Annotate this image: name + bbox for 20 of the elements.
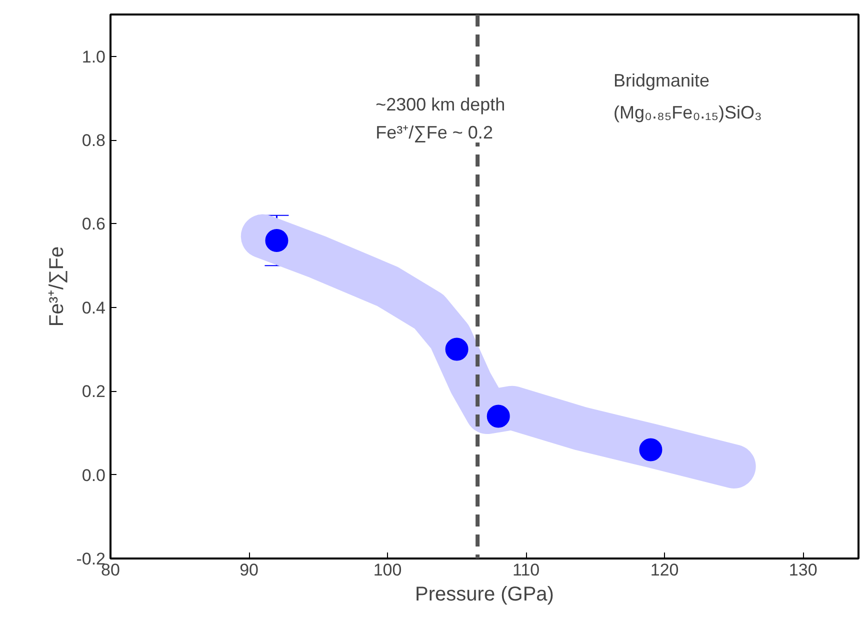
x-tick-label: 90	[240, 560, 258, 580]
y-axis-title: Fe³⁺/∑Fe	[46, 246, 68, 327]
x-tick-label: 110	[512, 560, 540, 580]
ref-line-label: ~2300 km depth Fe³⁺/∑Fe ~ 0.2	[376, 94, 506, 142]
y-tick-label: 0.4	[82, 298, 106, 318]
x-tick-label: 80	[101, 560, 120, 580]
annotation: Bridgmanite (Mg₀.₈₅Fe₀.₁₅)SiO₃	[614, 70, 762, 122]
y-tick-label: 0.2	[82, 382, 106, 402]
x-tick-label: 120	[650, 560, 679, 580]
y-tick-label: 0.8	[82, 131, 106, 150]
y-tick-label: 0.6	[82, 214, 106, 234]
point	[639, 438, 662, 462]
x-tick-label: 130	[788, 560, 818, 580]
y-tick-label: 1.0	[82, 47, 106, 66]
point	[486, 404, 510, 428]
point	[265, 228, 288, 252]
point	[445, 338, 468, 361]
x-axis-title: Pressure (GPa)	[415, 584, 554, 606]
y-tick-label: 0.0	[82, 466, 106, 485]
x-tick-label: 100	[373, 560, 402, 580]
